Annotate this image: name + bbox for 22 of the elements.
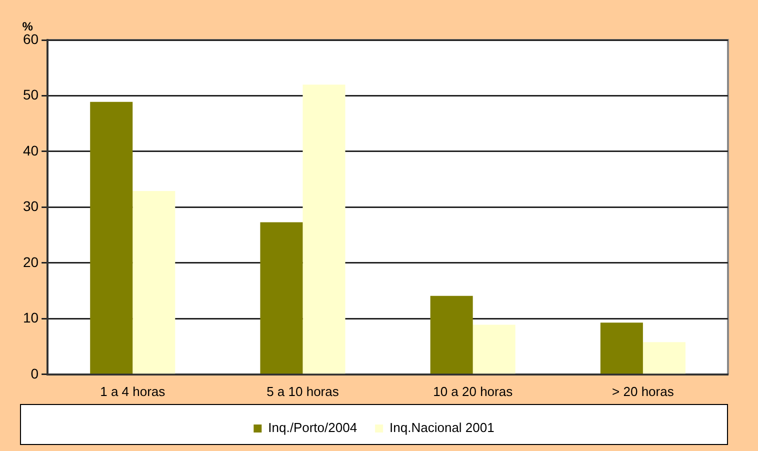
y-tick-label: 20	[22, 254, 39, 270]
bar	[302, 84, 346, 374]
bar	[600, 322, 643, 374]
y-tick-label: 50	[22, 86, 39, 103]
legend-label: Inq./Porto/2004	[268, 420, 358, 436]
y-tick-label: 0	[30, 365, 39, 382]
bar	[260, 222, 303, 374]
y-tick-label: 40	[22, 142, 39, 158]
bar	[642, 342, 686, 374]
y-tick-label: 30	[22, 198, 39, 214]
y-tick-label: 10	[22, 310, 39, 326]
bar	[132, 191, 176, 374]
bar	[90, 102, 133, 374]
x-tick-label: 1 a 4 horas	[100, 384, 166, 399]
legend-label: Inq.Nacional 2001	[390, 420, 494, 436]
bar	[472, 324, 516, 374]
x-tick-label: 5 a 10 horas	[266, 384, 340, 399]
y-axis-title: %	[22, 19, 34, 34]
x-tick-label: > 20 horas	[612, 384, 674, 399]
y-tick-label: 60	[22, 30, 39, 47]
x-tick-label: 10 a 20 horas	[433, 384, 514, 399]
bar	[430, 296, 473, 374]
